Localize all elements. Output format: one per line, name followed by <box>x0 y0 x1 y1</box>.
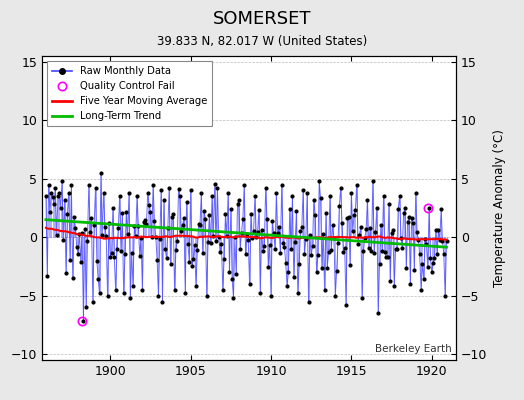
Text: Berkeley Earth: Berkeley Earth <box>375 344 452 354</box>
Y-axis label: Temperature Anomaly (°C): Temperature Anomaly (°C) <box>493 129 506 287</box>
Text: 39.833 N, 82.017 W (United States): 39.833 N, 82.017 W (United States) <box>157 35 367 48</box>
Legend: Raw Monthly Data, Quality Control Fail, Five Year Moving Average, Long-Term Tren: Raw Monthly Data, Quality Control Fail, … <box>47 61 212 126</box>
Text: SOMERSET: SOMERSET <box>213 10 311 28</box>
